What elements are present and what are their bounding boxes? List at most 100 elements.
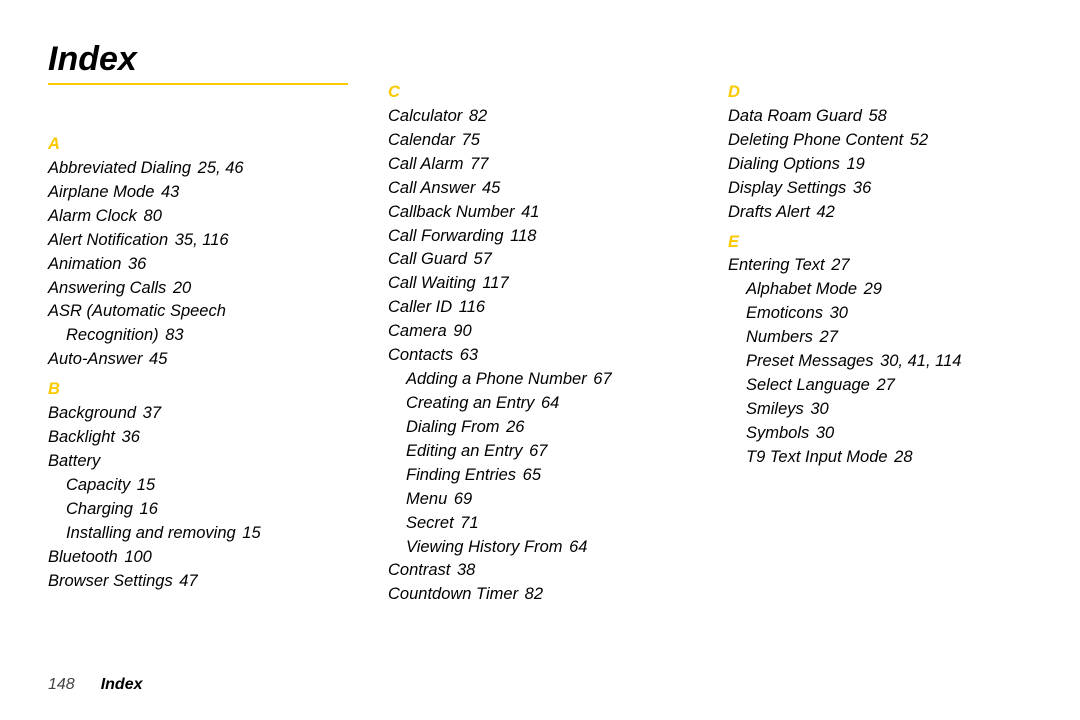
index-entry-pages: 28 (890, 448, 913, 466)
index-entry: Airplane Mode 43 (48, 181, 352, 205)
index-entry-pages: 90 (449, 322, 472, 340)
index-entry-text: Call Guard (388, 250, 467, 268)
index-entry-pages: 64 (536, 394, 559, 412)
page-footer: 148 Index (48, 676, 143, 694)
index-entry-pages: 19 (842, 155, 865, 173)
index-entry-text: Viewing History From (406, 538, 562, 556)
index-entry-text: Call Forwarding (388, 227, 504, 245)
index-entry-text: Abbreviated Dialing (48, 159, 191, 177)
index-entry-text: Emoticons (746, 304, 823, 322)
index-entry-pages: 42 (812, 203, 835, 221)
index-entry: Abbreviated Dialing 25, 46 (48, 157, 352, 181)
index-entry-text: Answering Calls (48, 279, 166, 297)
index-entry-pages: 100 (120, 548, 152, 566)
index-entry-text: Call Alarm (388, 155, 463, 173)
index-entry: Battery (48, 450, 352, 474)
index-entry-text: Browser Settings (48, 572, 173, 590)
index-entry-pages: 15 (132, 476, 155, 494)
index-entry-text: Alarm Clock (48, 207, 137, 225)
index-entry-pages: 35, 116 (170, 231, 228, 249)
index-entry: Recognition) 83 (66, 324, 352, 348)
index-entry-text: Alert Notification (48, 231, 168, 249)
index-entry-text: Recognition) (66, 326, 159, 344)
index-entry: Camera 90 (388, 320, 692, 344)
index-entry-text: Dialing From (406, 418, 500, 436)
index-entry: Dialing Options 19 (728, 153, 1032, 177)
index-entry-text: Call Waiting (388, 274, 476, 292)
index-entry-text: Contrast (388, 561, 450, 579)
index-entry: Calendar 75 (388, 129, 692, 153)
index-entry: Display Settings 36 (728, 177, 1032, 201)
index-entry: Countdown Timer 82 (388, 583, 692, 607)
index-entry-text: Charging (66, 500, 133, 518)
index-entry-text: Entering Text (728, 256, 825, 274)
index-entry-pages: 36 (848, 179, 871, 197)
index-entry-pages: 20 (168, 279, 191, 297)
index-entry: Creating an Entry 64 (406, 392, 692, 416)
index-entry-pages: 65 (518, 466, 541, 484)
index-entry-text: Calculator (388, 107, 462, 125)
index-entry: Deleting Phone Content 52 (728, 129, 1032, 153)
index-letter: C (388, 81, 692, 105)
index-entry-pages: 30 (825, 304, 848, 322)
index-entry: Background 37 (48, 402, 352, 426)
index-entry-pages: 41 (517, 203, 540, 221)
index-entry: Auto-Answer 45 (48, 348, 352, 372)
index-entry-pages: 43 (156, 183, 179, 201)
index-entry: Drafts Alert 42 (728, 201, 1032, 225)
index-entry: Alert Notification 35, 116 (48, 229, 352, 253)
index-entry-text: Callback Number (388, 203, 515, 221)
index-entry: Adding a Phone Number 67 (406, 368, 692, 392)
index-entry-pages: 77 (465, 155, 488, 173)
index-entry-text: Symbols (746, 424, 809, 442)
index-entry-text: Camera (388, 322, 447, 340)
index-entry-pages: 82 (464, 107, 487, 125)
index-entry-pages: 82 (520, 585, 543, 603)
index-entry: Caller ID 116 (388, 296, 692, 320)
index-entry-text: Preset Messages (746, 352, 873, 370)
index-entry-text: Smileys (746, 400, 804, 418)
index-entry-text: Secret (406, 514, 454, 532)
index-column: CCalculator 82Calendar 75Call Alarm 77Ca… (388, 75, 692, 607)
footer-section: Index (101, 676, 143, 694)
index-entry-pages: 67 (524, 442, 547, 460)
index-entry-text: Countdown Timer (388, 585, 518, 603)
index-entry-pages: 58 (864, 107, 887, 125)
index-entry-text: Display Settings (728, 179, 846, 197)
index-entry-text: Battery (48, 452, 100, 470)
index-entry: Alarm Clock 80 (48, 205, 352, 229)
index-entry-text: Adding a Phone Number (406, 370, 587, 388)
index-entry: Capacity 15 (66, 474, 352, 498)
index-entry-text: Background (48, 404, 136, 422)
index-entry-pages: 118 (506, 227, 537, 245)
index-entry: Charging 16 (66, 498, 352, 522)
index-entry: Emoticons 30 (746, 302, 1032, 326)
index-entry: Alphabet Mode 29 (746, 278, 1032, 302)
index-entry: Editing an Entry 67 (406, 440, 692, 464)
index-entry: Bluetooth 100 (48, 546, 352, 570)
index-entry-pages: 30 (811, 424, 834, 442)
index-entry-text: Menu (406, 490, 447, 508)
index-entry: Viewing History From 64 (406, 536, 692, 560)
index-entry-text: Drafts Alert (728, 203, 810, 221)
index-letter: E (728, 231, 1032, 255)
index-entry-pages: 37 (138, 404, 161, 422)
index-entry: Finding Entries 65 (406, 464, 692, 488)
index-entry-pages: 45 (477, 179, 500, 197)
index-entry: Call Waiting 117 (388, 272, 692, 296)
index-entry: Backlight 36 (48, 426, 352, 450)
index-letter: A (48, 133, 352, 157)
index-entry: Symbols 30 (746, 422, 1032, 446)
index-entry: Call Alarm 77 (388, 153, 692, 177)
index-entry-pages: 36 (117, 428, 140, 446)
index-entry-text: Capacity (66, 476, 130, 494)
index-entry: Menu 69 (406, 488, 692, 512)
index-entry-text: Finding Entries (406, 466, 516, 484)
index-entry: ASR (Automatic Speech (48, 300, 352, 324)
index-entry-pages: 69 (449, 490, 472, 508)
index-entry-pages: 30, 41, 114 (875, 352, 961, 370)
index-entry-pages: 16 (135, 500, 158, 518)
index-entry: Animation 36 (48, 253, 352, 277)
index-entry-pages: 27 (815, 328, 838, 346)
index-entry-pages: 36 (123, 255, 146, 273)
